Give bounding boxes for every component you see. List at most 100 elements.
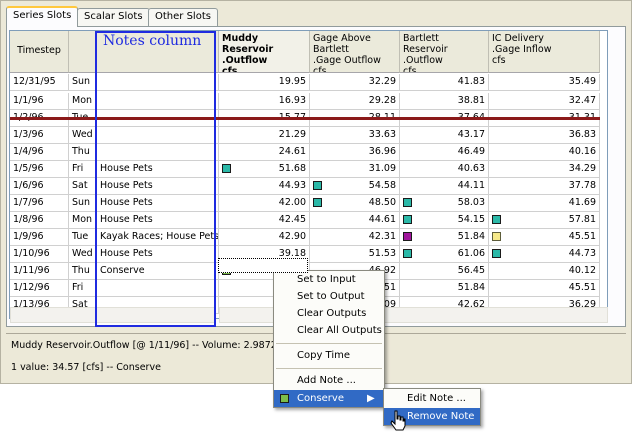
day-cell[interactable]: Sun bbox=[69, 74, 97, 90]
timestep-cell[interactable]: 1/10/96 bbox=[10, 246, 69, 262]
header-ic-delivery[interactable]: IC Delivery .Gage Inflow cfs bbox=[489, 31, 600, 73]
value-cell[interactable]: 42.90 bbox=[219, 229, 310, 245]
value-cell[interactable]: 44.61 bbox=[310, 212, 400, 228]
value-cell[interactable]: 40.63 bbox=[400, 161, 489, 177]
note-cell[interactable] bbox=[97, 144, 219, 160]
value-cell[interactable]: 46.49 bbox=[400, 144, 489, 160]
timestep-cell[interactable]: 1/5/96 bbox=[10, 161, 69, 177]
value-cell[interactable]: 40.16 bbox=[489, 144, 600, 160]
value-cell[interactable]: 44.11 bbox=[400, 178, 489, 194]
menu-item-edit-note[interactable]: Edit Note ... bbox=[407, 393, 466, 404]
value-cell[interactable]: 54.58 bbox=[310, 178, 400, 194]
value-cell[interactable]: 44.73 bbox=[489, 246, 600, 262]
value-cell[interactable]: 09 bbox=[310, 297, 400, 313]
menu-item-conserve[interactable]: Conserve ▶ bbox=[274, 390, 384, 407]
menu-item-copy-time[interactable]: Copy Time bbox=[297, 350, 351, 361]
day-cell[interactable]: Fri bbox=[69, 280, 97, 296]
value-cell[interactable]: 29.28 bbox=[310, 93, 400, 109]
value-cell[interactable]: 51 bbox=[310, 280, 400, 296]
value-cell[interactable]: 54.15 bbox=[400, 212, 489, 228]
value-cell[interactable]: 35.49 bbox=[489, 74, 600, 90]
value-cell[interactable]: 51.68 bbox=[219, 161, 310, 177]
day-cell[interactable]: Thu bbox=[69, 144, 97, 160]
day-cell[interactable]: Mon bbox=[69, 93, 97, 109]
day-cell[interactable]: Tue bbox=[69, 229, 97, 245]
value-cell[interactable]: 32.47 bbox=[489, 93, 600, 109]
value-cell[interactable]: 56.45 bbox=[400, 263, 489, 279]
value-cell[interactable]: 42.31 bbox=[310, 229, 400, 245]
menu-item-clear-outputs[interactable]: Clear Outputs bbox=[297, 308, 367, 319]
value-cell[interactable]: 48.50 bbox=[310, 195, 400, 211]
value-cell[interactable]: 38.81 bbox=[400, 93, 489, 109]
value-cell[interactable]: 41.83 bbox=[400, 74, 489, 90]
note-cell[interactable] bbox=[97, 93, 219, 109]
value-cell[interactable]: 39.18 bbox=[219, 246, 310, 262]
timestep-cell[interactable]: 1/6/96 bbox=[10, 178, 69, 194]
note-cell[interactable] bbox=[97, 280, 219, 296]
note-cell[interactable]: Kayak Races; House Pets bbox=[97, 229, 219, 245]
timestep-cell[interactable]: 1/1/96 bbox=[10, 93, 69, 109]
day-cell[interactable]: Thu bbox=[69, 263, 97, 279]
header-bartlett-reservoir[interactable]: Bartlett Reservoir .Outflow cfs bbox=[400, 31, 489, 73]
value-cell[interactable]: 41.69 bbox=[489, 195, 600, 211]
value-cell[interactable]: 33.63 bbox=[310, 127, 400, 143]
value-cell[interactable]: 51.84 bbox=[400, 280, 489, 296]
day-cell[interactable]: Fri bbox=[69, 161, 97, 177]
menu-item-remove-note[interactable]: Remove Note bbox=[384, 408, 480, 425]
day-cell[interactable]: Wed bbox=[69, 246, 97, 262]
value-cell[interactable]: 37.78 bbox=[489, 178, 600, 194]
value-cell[interactable]: 43.17 bbox=[400, 127, 489, 143]
value-cell[interactable]: 42.45 bbox=[219, 212, 310, 228]
value-cell[interactable]: 61.06 bbox=[400, 246, 489, 262]
note-cell[interactable] bbox=[97, 297, 219, 313]
day-cell[interactable]: Sun bbox=[69, 195, 97, 211]
value-cell[interactable]: 36.29 bbox=[489, 297, 600, 313]
value-cell[interactable]: 42.62 bbox=[400, 297, 489, 313]
active-cell-editor[interactable] bbox=[218, 258, 308, 273]
value-cell[interactable]: 57.81 bbox=[489, 212, 600, 228]
header-muddy-reservoir-outflow[interactable]: Muddy Reservoir .Outflow cfs bbox=[219, 31, 310, 73]
note-cell[interactable]: House Pets bbox=[97, 178, 219, 194]
value-cell[interactable]: 58.03 bbox=[400, 195, 489, 211]
menu-item-set-to-output[interactable]: Set to Output bbox=[297, 291, 365, 302]
value-cell[interactable]: 32.29 bbox=[310, 74, 400, 90]
value-cell[interactable]: 36.83 bbox=[489, 127, 600, 143]
timestep-cell[interactable]: 1/9/96 bbox=[10, 229, 69, 245]
timestep-cell[interactable]: 1/4/96 bbox=[10, 144, 69, 160]
value-cell[interactable]: 34.29 bbox=[489, 161, 600, 177]
timestep-cell[interactable]: 1/7/96 bbox=[10, 195, 69, 211]
menu-item-add-note[interactable]: Add Note ... bbox=[297, 375, 356, 386]
tab-series-slots[interactable]: Series Slots bbox=[6, 6, 79, 27]
note-cell[interactable] bbox=[97, 127, 219, 143]
timestep-cell[interactable]: 1/11/96 bbox=[10, 263, 69, 279]
note-cell[interactable]: House Pets bbox=[97, 212, 219, 228]
day-cell[interactable]: Wed bbox=[69, 127, 97, 143]
value-cell[interactable]: 45.51 bbox=[489, 280, 600, 296]
value-cell[interactable]: 44.93 bbox=[219, 178, 310, 194]
value-cell[interactable]: 40.12 bbox=[489, 263, 600, 279]
timestep-cell[interactable]: 1/12/96 bbox=[10, 280, 69, 296]
value-cell[interactable]: 16.93 bbox=[219, 93, 310, 109]
value-cell[interactable]: 19.95 bbox=[219, 74, 310, 90]
note-cell[interactable]: House Pets bbox=[97, 246, 219, 262]
tab-scalar-slots[interactable]: Scalar Slots bbox=[77, 8, 150, 26]
note-cell[interactable]: House Pets bbox=[97, 195, 219, 211]
note-cell[interactable] bbox=[97, 74, 219, 90]
day-cell[interactable]: Mon bbox=[69, 212, 97, 228]
value-cell[interactable]: 31.09 bbox=[310, 161, 400, 177]
day-cell[interactable]: Sat bbox=[69, 178, 97, 194]
value-cell[interactable]: 21.29 bbox=[219, 127, 310, 143]
value-cell[interactable]: 51.53 bbox=[310, 246, 400, 262]
menu-item-set-to-input[interactable]: Set to Input bbox=[297, 274, 356, 285]
timestep-cell[interactable]: 12/31/95 bbox=[10, 74, 69, 90]
header-gage-above-bartlett[interactable]: Gage Above Bartlett .Gage Outflow cfs bbox=[310, 31, 400, 73]
header-timestep[interactable]: Timestep bbox=[10, 31, 69, 73]
value-cell[interactable]: 42.00 bbox=[219, 195, 310, 211]
timestep-cell[interactable]: 1/8/96 bbox=[10, 212, 69, 228]
value-cell[interactable]: 45.51 bbox=[489, 229, 600, 245]
menu-item-clear-all-outputs[interactable]: Clear All Outputs bbox=[297, 325, 382, 336]
timestep-cell[interactable]: 1/3/96 bbox=[10, 127, 69, 143]
value-cell[interactable]: 24.61 bbox=[219, 144, 310, 160]
timestep-cell[interactable]: 1/13/96 bbox=[10, 297, 69, 313]
value-cell[interactable]: 51.84 bbox=[400, 229, 489, 245]
